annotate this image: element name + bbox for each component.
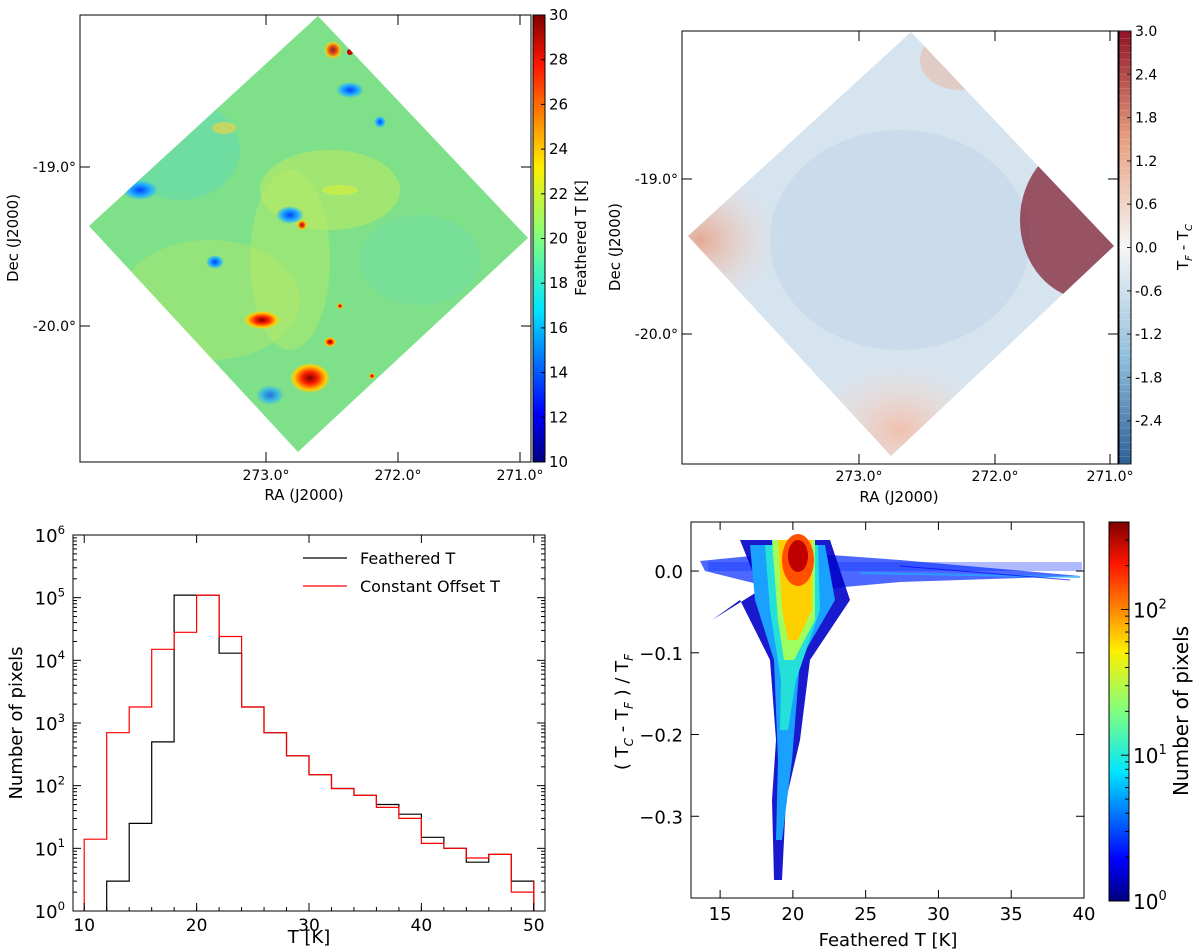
hist-series xyxy=(83,594,535,911)
hist-xticks: 10 20 30 40 50 xyxy=(73,535,545,936)
density-xlabel: Feathered T [K] xyxy=(819,930,958,951)
panel-residual-map: 273.0° 272.0° 271.0° RA (J2000) -19.0° -… xyxy=(606,24,1195,506)
hist-xtick-label-1: 20 xyxy=(186,916,208,936)
density-xtick-label-4: 35 xyxy=(1000,904,1023,925)
map1-colorbar-tick-label-6: 22 xyxy=(549,185,568,203)
density-colorbar-tick-label-1: 101 xyxy=(1133,743,1167,768)
panel-temperature-map: 273.0° 272.0° 271.0° RA (J2000) -19.0° -… xyxy=(4,6,590,504)
map2-colorbar-ticks: 3.0 2.4 1.8 1.2 0.6 0.0 -0.6 -1.2 -1.8 -2.4 xyxy=(1119,24,1162,465)
density-xtick-label-3: 30 xyxy=(927,904,950,925)
map2-colorbar-label: TF - TC xyxy=(1174,224,1195,271)
hist-xtick-label-2: 30 xyxy=(298,916,320,936)
density-colorbar-label: Number of pixels xyxy=(1169,626,1193,796)
map2-xtick-1: 273.0° xyxy=(835,469,882,485)
hist-ytick-label-2: 102 xyxy=(35,774,65,798)
map1-xtick-1: 273.0° xyxy=(242,468,289,484)
hist-minor-ticks xyxy=(73,537,545,911)
density-colorbar-tick-label-2: 102 xyxy=(1133,597,1167,622)
svg-text:TF - TC: TF - TC xyxy=(1174,224,1195,271)
map2-xtick-2: 272.0° xyxy=(971,469,1018,485)
map1-colorbar-tick-label-7: 24 xyxy=(549,140,568,158)
map1-xtick-2: 272.0° xyxy=(374,468,421,484)
map1-ytick-2: -20.0° xyxy=(33,319,76,335)
hist-ytick-label-3: 103 xyxy=(35,711,65,735)
density-yticks: 0.0 −0.1 −0.2 −0.3 xyxy=(639,562,1084,828)
map1-colorbar-label: Feathered T [K] xyxy=(572,180,590,296)
density-xticks: 15 20 25 30 35 40 xyxy=(709,522,1096,925)
panel-histogram: 10 20 30 40 50 100 101 102 103 104 105 106 T [K] N… xyxy=(6,523,546,948)
map1-ticks xyxy=(80,15,531,462)
hist-ytick-label-4: 104 xyxy=(35,648,65,672)
map2-colorbar-tick-label-4: 0.6 xyxy=(1135,197,1157,213)
map1-colorbar-ticks: 10 12 14 16 18 20 22 24 26 28 30 xyxy=(541,6,568,471)
map2-ticks xyxy=(682,31,1118,464)
map2-colorbar-tick-label-9: -2.4 xyxy=(1135,414,1162,430)
map2-colorbar-tick-label-8: -1.8 xyxy=(1135,370,1162,386)
hist-xtick-label-3: 40 xyxy=(411,916,433,936)
hist-xtick-label-0: 10 xyxy=(73,916,95,936)
map2-ytick-1: -19.0° xyxy=(635,172,678,188)
svg-text:( TC - TF ) / TF: ( TC - TF ) / TF xyxy=(612,653,636,770)
map1-colorbar-tick-label-10: 30 xyxy=(549,6,568,24)
density-xtick-label-5: 40 xyxy=(1073,904,1096,925)
density-ytick-label-0: 0.0 xyxy=(654,562,683,583)
map1-ylabel: Dec (J2000) xyxy=(4,194,22,282)
density-cloud xyxy=(700,534,1082,880)
map1-colorbar-tick-label-0: 10 xyxy=(549,453,568,471)
density-colorbar-ticks: 100 101 102 xyxy=(1121,539,1167,914)
map1-features xyxy=(120,41,480,405)
hist-yticks: 100 101 102 103 104 105 106 xyxy=(35,523,545,923)
legend-label-feathered: Feathered T xyxy=(360,549,456,568)
map1-colorbar-tick-label-1: 12 xyxy=(549,408,568,426)
map2-colorbar-tick-label-3: 1.2 xyxy=(1135,154,1157,170)
map1-colorbar-tick-label-2: 14 xyxy=(549,364,568,382)
hist-ytick-label-5: 105 xyxy=(35,586,65,610)
hist-legend: Feathered T Constant Offset T xyxy=(303,549,500,596)
density-xtick-label-2: 25 xyxy=(854,904,877,925)
map2-xtick-3: 271.0° xyxy=(1086,469,1133,485)
map1-ytick-1: -19.0° xyxy=(33,160,76,176)
density-xtick-label-0: 15 xyxy=(709,904,732,925)
legend-label-constant-offset: Constant Offset T xyxy=(360,577,500,596)
hist-ytick-label-6: 106 xyxy=(35,523,65,547)
density-ylabel: ( TC - TF ) / TF xyxy=(612,653,636,770)
map1-colorbar-tick-label-9: 28 xyxy=(549,51,568,69)
map1-xtick-3: 271.0° xyxy=(496,468,543,484)
hist-ytick-label-0: 100 xyxy=(35,899,65,923)
map2-colorbar-tick-label-7: -1.2 xyxy=(1135,327,1162,343)
hist-ylabel: Number of pixels xyxy=(6,646,27,799)
map1-hotspot-secondary xyxy=(244,311,280,329)
density-ytick-label-2: −0.2 xyxy=(639,726,683,747)
map1-colorbar-tick-label-3: 16 xyxy=(549,319,568,337)
map2-ylabel: Dec (J2000) xyxy=(606,203,624,291)
map1-colorbar-tick-label-8: 26 xyxy=(549,95,568,113)
map2-colorbar-tick-label-6: -0.6 xyxy=(1135,284,1162,300)
density-colorbar-tick-label-0: 100 xyxy=(1133,889,1167,914)
hist-xlabel: T [K] xyxy=(287,927,331,948)
panel-density: 15 20 25 30 35 40 0.0 −0.1 −0.2 −0.3 Feathered T… xyxy=(612,521,1193,951)
density-xtick-label-1: 20 xyxy=(781,904,804,925)
map1-colorbar-tick-label-4: 18 xyxy=(549,274,568,292)
map2-colorbar-tick-label-5: 0.0 xyxy=(1135,241,1157,257)
map2-ytick-2: -20.0° xyxy=(635,327,678,343)
map2-colorbar-tick-label-0: 3.0 xyxy=(1135,24,1157,40)
map2-colorbar-tick-label-2: 1.8 xyxy=(1135,111,1157,127)
density-ytick-label-1: −0.1 xyxy=(639,644,683,665)
map2-xlabel: RA (J2000) xyxy=(859,488,938,506)
map1-hotspot-main xyxy=(290,363,330,393)
map2-colorbar-tick-label-1: 2.4 xyxy=(1135,67,1157,83)
hist-series-constant-offset xyxy=(83,594,535,911)
hist-ytick-label-1: 101 xyxy=(35,836,65,860)
hist-xtick-label-4: 50 xyxy=(523,916,545,936)
map1-colorbar-tick-label-5: 20 xyxy=(549,230,568,248)
density-ytick-label-3: −0.3 xyxy=(639,807,683,828)
map1-xlabel: RA (J2000) xyxy=(264,486,343,504)
